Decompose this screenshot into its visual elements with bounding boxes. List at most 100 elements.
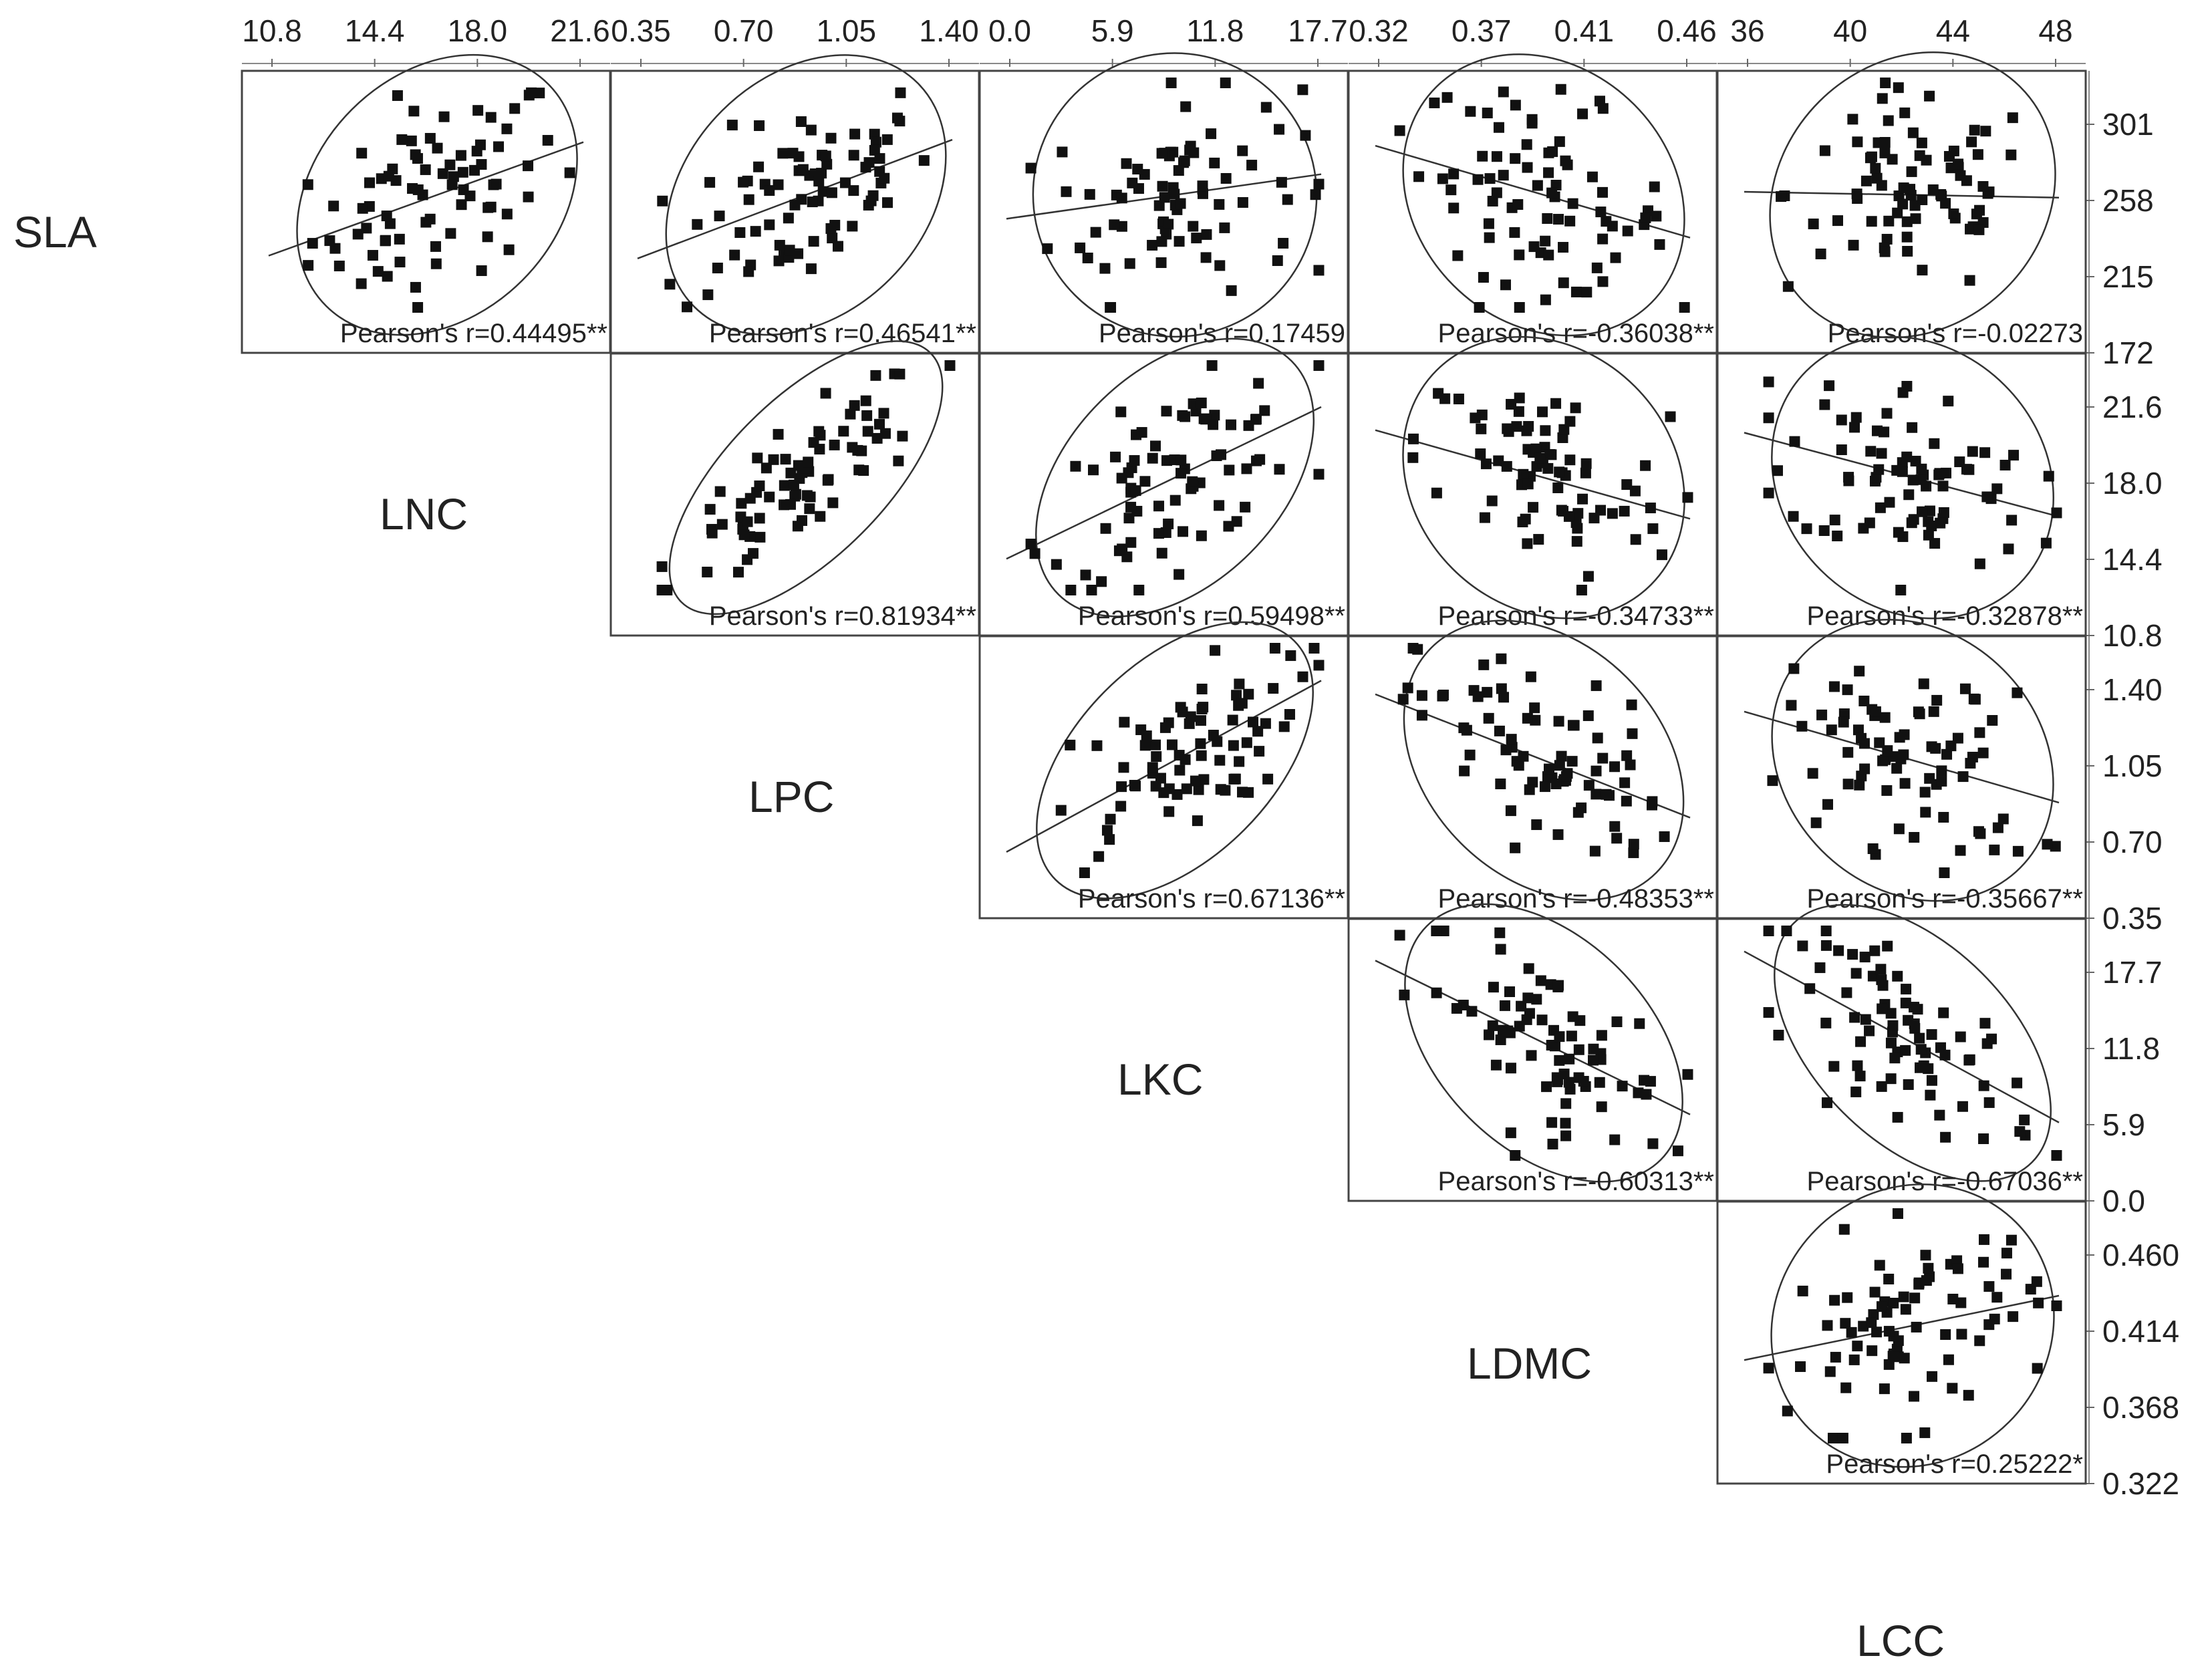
data-point xyxy=(805,263,817,275)
data-point xyxy=(1494,725,1505,736)
data-point xyxy=(1147,762,1158,773)
data-point xyxy=(1254,746,1265,757)
data-point xyxy=(1972,149,1983,160)
data-point xyxy=(1477,150,1488,162)
data-point xyxy=(1153,200,1165,211)
data-point xyxy=(1852,1060,1863,1071)
data-point xyxy=(1544,449,1556,460)
data-point xyxy=(482,231,493,243)
data-point xyxy=(1910,456,1921,467)
data-point xyxy=(1580,458,1592,469)
data-point xyxy=(1431,926,1442,936)
data-point xyxy=(438,111,450,122)
data-point xyxy=(1118,762,1129,773)
data-point xyxy=(1971,208,1982,220)
data-point xyxy=(1763,412,1774,424)
data-point xyxy=(1850,968,1862,979)
data-point xyxy=(1197,180,1208,192)
data-point xyxy=(1938,1007,1949,1018)
data-point xyxy=(1195,715,1206,726)
data-point xyxy=(1537,406,1548,418)
data-point xyxy=(1838,708,1850,720)
data-point xyxy=(382,271,393,282)
data-point xyxy=(1159,722,1171,733)
data-point xyxy=(918,155,930,166)
top-axis-ticks: 10.8 14.4 18.0 21.6 0.35 0.70 1.05 1.40 0.0 5.9 11… xyxy=(242,13,2086,67)
data-point xyxy=(1191,233,1202,244)
data-point xyxy=(464,190,476,202)
data-point xyxy=(1893,82,1904,94)
data-point xyxy=(474,139,486,150)
data-point xyxy=(485,112,497,123)
data-point xyxy=(1611,1016,1623,1027)
data-point xyxy=(656,561,668,572)
data-point xyxy=(1214,500,1225,511)
data-point xyxy=(894,368,906,380)
data-point xyxy=(1903,489,1915,501)
data-point xyxy=(1879,137,1891,148)
data-point xyxy=(420,164,431,175)
data-point xyxy=(1560,1117,1571,1129)
data-point xyxy=(1945,740,1957,752)
data-point xyxy=(448,171,459,182)
data-point xyxy=(881,134,893,145)
data-point xyxy=(1165,78,1177,88)
data-point xyxy=(1278,237,1289,249)
data-point xyxy=(1522,712,1533,724)
data-point xyxy=(356,148,368,159)
data-point xyxy=(742,516,753,527)
data-point xyxy=(1901,1433,1912,1443)
confidence-ellipse xyxy=(1771,618,2054,902)
data-point xyxy=(1558,277,1569,289)
data-point xyxy=(1510,1150,1521,1161)
data-point xyxy=(847,442,858,453)
pearson-r-label: Pearson's r=-0.60313** xyxy=(1438,1167,1714,1196)
data-point xyxy=(1601,216,1612,227)
data-point xyxy=(1891,762,1903,774)
data-point xyxy=(664,279,676,290)
data-point xyxy=(1399,989,1410,1000)
data-point xyxy=(1498,692,1510,703)
data-point xyxy=(424,213,436,225)
data-point xyxy=(1566,1030,1577,1042)
data-point xyxy=(361,223,372,234)
data-point xyxy=(1174,764,1186,776)
data-point xyxy=(1431,487,1442,499)
data-point xyxy=(764,185,775,196)
data-point xyxy=(1079,867,1090,878)
data-point xyxy=(1540,235,1551,247)
data-point xyxy=(1763,376,1774,388)
data-point xyxy=(1881,233,1893,245)
data-point xyxy=(1546,187,1558,198)
data-point xyxy=(1546,1117,1558,1128)
data-point xyxy=(1849,422,1860,433)
data-point xyxy=(1936,776,1947,787)
data-point xyxy=(1983,1319,1995,1331)
data-point xyxy=(1597,103,1609,114)
data-point xyxy=(1619,505,1630,517)
right-axis-ticks: 301 258 215 172 21.6 18.0 14.4 10.8 1.40 1.05 0.70… xyxy=(2085,71,2179,1501)
data-point xyxy=(1914,708,1925,720)
data-point xyxy=(1909,1391,1920,1402)
data-point xyxy=(1596,1101,1607,1113)
pearson-r-label: Pearson's r=-0.35667** xyxy=(1807,884,2083,914)
data-point xyxy=(1609,1134,1621,1145)
data-point xyxy=(1901,380,1913,392)
data-point xyxy=(1969,694,1981,705)
data-point xyxy=(2014,1126,2026,1137)
data-point xyxy=(476,265,487,277)
data-point xyxy=(1923,529,1934,541)
data-point xyxy=(1184,144,1196,156)
data-point xyxy=(1554,1031,1565,1042)
data-point xyxy=(785,499,796,510)
pearson-r-label: Pearson's r=-0.02273 xyxy=(1828,319,2083,348)
data-point xyxy=(501,208,513,220)
data-point xyxy=(1214,198,1225,210)
top-tick-label: 48 xyxy=(2038,13,2072,48)
data-point xyxy=(1928,706,1939,717)
data-point xyxy=(1920,807,1931,818)
data-point xyxy=(1123,513,1135,524)
data-point xyxy=(1495,944,1506,955)
data-point xyxy=(1394,930,1405,941)
data-point xyxy=(1313,360,1325,371)
